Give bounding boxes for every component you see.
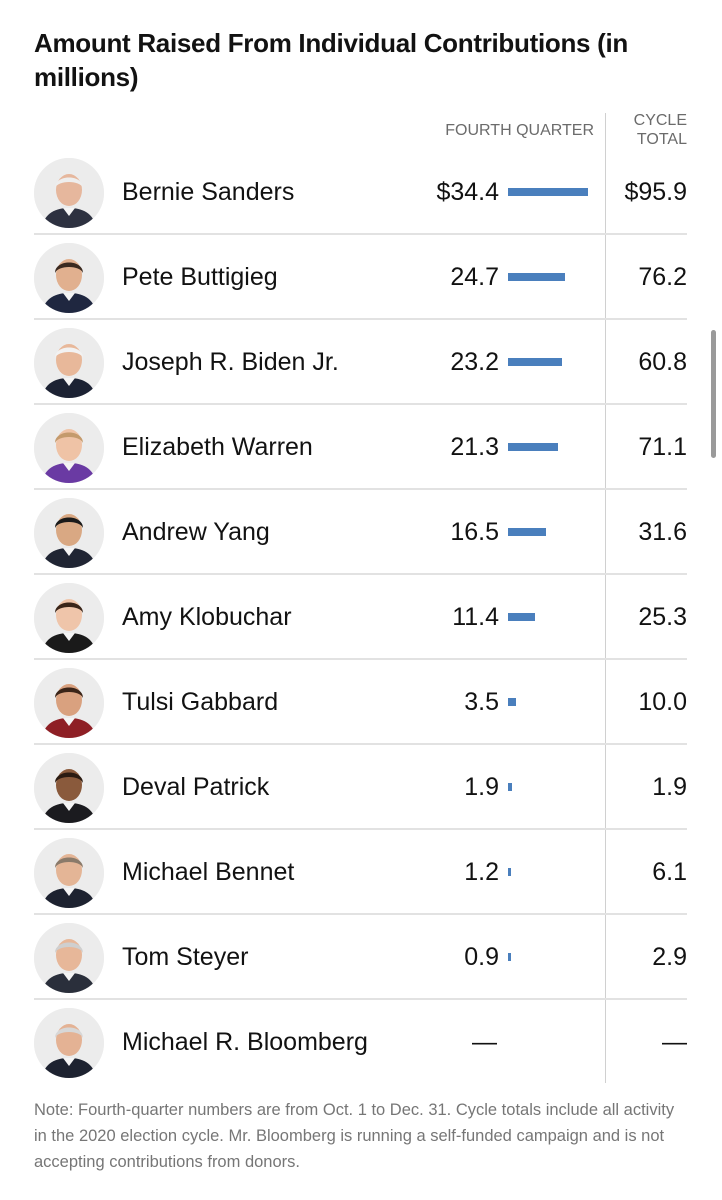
row-divider [34, 573, 687, 575]
tulsi-gabbard-photo [34, 668, 104, 738]
candidate-name: Tom Steyer [122, 943, 249, 971]
fourth-quarter-bar [508, 358, 562, 366]
cycle-total-value: 1.9 [652, 773, 687, 801]
chart-note: Note: Fourth-quarter numbers are from Oc… [34, 1101, 675, 1171]
cycle-total-value: 31.6 [638, 518, 687, 546]
fourth-quarter-value: 11.4 [452, 603, 499, 631]
row-divider [34, 743, 687, 745]
row-divider [34, 403, 687, 405]
row-divider [34, 913, 687, 915]
table-row: Andrew Yang 16.5 31.6 [34, 490, 687, 575]
cycle-total-value: $95.9 [624, 178, 687, 206]
fourth-quarter-value: 0.9 [464, 943, 499, 971]
table-row: Joseph R. Biden Jr. 23.2 60.8 [34, 320, 687, 405]
table-row: Michael R. Bloomberg — — [34, 1000, 687, 1085]
table-row: Michael Bennet 1.2 6.1 [34, 830, 687, 915]
row-divider [34, 828, 687, 830]
fourth-quarter-value: 1.9 [464, 773, 499, 801]
row-divider [34, 658, 687, 660]
deval-patrick-photo [34, 753, 104, 823]
michael-bennet-photo [34, 838, 104, 908]
fourth-quarter-bar [508, 273, 565, 281]
candidate-name: Deval Patrick [122, 773, 270, 801]
fourth-quarter-value: 16.5 [450, 518, 499, 546]
table-row: Tulsi Gabbard 3.5 10.0 [34, 660, 687, 745]
fourth-quarter-bar [508, 443, 558, 451]
cycle-total-value: 25.3 [638, 603, 687, 631]
table-row: Amy Klobuchar 11.4 25.3 [34, 575, 687, 660]
fourth-quarter-value: 21.3 [450, 433, 499, 461]
row-divider [34, 998, 687, 1000]
cycle-total-value: 10.0 [638, 688, 687, 716]
tom-steyer-photo [34, 923, 104, 993]
row-divider [34, 233, 687, 235]
table-row: Elizabeth Warren 21.3 71.1 [34, 405, 687, 490]
candidate-name: Amy Klobuchar [122, 603, 292, 631]
amy-klobuchar-photo [34, 583, 104, 653]
column-divider [605, 113, 606, 1083]
chart-title: Amount Raised From Individual Contributi… [34, 28, 628, 92]
fourth-quarter-bar [508, 868, 511, 876]
andrew-yang-photo [34, 498, 104, 568]
fourth-quarter-value: 24.7 [450, 263, 499, 291]
bernie-sanders-photo [34, 158, 104, 228]
candidate-name: Tulsi Gabbard [122, 688, 279, 716]
candidate-name: Bernie Sanders [122, 178, 295, 206]
cycle-total-value: 6.1 [652, 858, 687, 886]
pete-buttigieg-photo [34, 243, 104, 313]
table-row: Bernie Sanders $34.4 $95.9 [34, 150, 687, 235]
scrollbar-thumb[interactable] [711, 330, 716, 458]
fourth-quarter-bar [508, 528, 546, 536]
fourth-quarter-value: 3.5 [464, 688, 499, 716]
cycle-total-value: 2.9 [652, 943, 687, 971]
michael-bloomberg-photo [34, 1008, 104, 1078]
cycle-total-value: 71.1 [638, 433, 687, 461]
fourth-quarter-value: $34.4 [436, 178, 499, 206]
row-divider [34, 488, 687, 490]
cycle-total-value: 60.8 [638, 348, 687, 376]
cycle-total-value: 76.2 [638, 263, 687, 291]
table-row: Deval Patrick 1.9 1.9 [34, 745, 687, 830]
fourth-quarter-bar [508, 953, 511, 961]
column-header-fourth-quarter: FOURTH QUARTER [445, 122, 594, 139]
fourth-quarter-value: — [472, 1028, 497, 1056]
candidate-name: Michael Bennet [122, 858, 295, 886]
candidate-name: Andrew Yang [122, 518, 270, 546]
candidate-name: Elizabeth Warren [122, 433, 313, 461]
fourth-quarter-bar [508, 188, 588, 196]
cycle-total-value: — [662, 1028, 687, 1056]
candidate-name: Joseph R. Biden Jr. [122, 348, 339, 376]
fourth-quarter-value: 23.2 [450, 348, 499, 376]
row-divider [34, 318, 687, 320]
fourth-quarter-bar [508, 783, 512, 791]
fourth-quarter-value: 1.2 [464, 858, 499, 886]
table-row: Pete Buttigieg 24.7 76.2 [34, 235, 687, 320]
table-row: Tom Steyer 0.9 2.9 [34, 915, 687, 1000]
fourth-quarter-bar [508, 698, 516, 706]
joseph-biden-photo [34, 328, 104, 398]
elizabeth-warren-photo [34, 413, 104, 483]
candidate-name: Michael R. Bloomberg [122, 1028, 368, 1056]
candidate-name: Pete Buttigieg [122, 263, 278, 291]
fourth-quarter-bar [508, 613, 535, 621]
column-header-cycle-total: CYCLE TOTAL [633, 112, 687, 148]
